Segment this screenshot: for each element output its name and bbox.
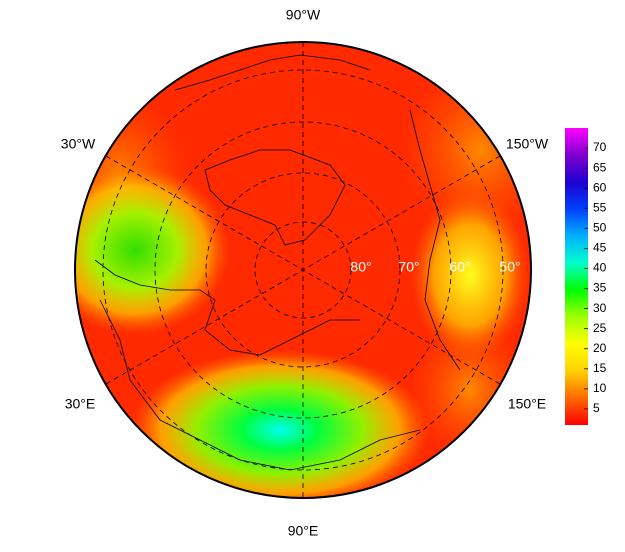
colorbar-tick-label: 35 [593, 281, 607, 295]
field [75, 42, 531, 498]
colorbar-tick-label: 70 [593, 140, 607, 154]
latitude-label: 70° [398, 259, 419, 275]
longitude-label: 90°W [286, 7, 321, 23]
colorbar-tick-label: 55 [593, 200, 607, 214]
coastlines [94, 54, 461, 471]
colorbar-scale [565, 128, 588, 425]
map-border [74, 41, 532, 499]
longitude-label: 30°E [65, 396, 96, 412]
latitude-label: 50° [499, 259, 520, 275]
longitude-label: 30°W [61, 136, 96, 152]
colorbar-tick-label: 30 [593, 301, 607, 315]
longitude-label: 90°E [288, 523, 319, 539]
colorbar-tick-label: 45 [593, 241, 607, 255]
graticule [102, 42, 504, 498]
latitude-label: 80° [350, 259, 371, 275]
colorbar-tick-label: 5 [593, 401, 600, 415]
longitude-label: 150°E [508, 396, 546, 412]
colorbar-tick-label: 65 [593, 160, 607, 174]
colorbar-tick-label: 60 [593, 180, 607, 194]
colorbar-tick-label: 15 [593, 361, 607, 375]
colorbar-tick-label: 20 [593, 341, 607, 355]
longitude-label: 150°W [506, 136, 549, 152]
colorbar: 5 10 15 20 25 30 35 40 45 50 55 60 65 70 [565, 128, 607, 425]
colorbar-tick-label: 25 [593, 321, 607, 335]
colorbar-tick-label: 40 [593, 261, 607, 275]
latitude-label: 60° [449, 259, 470, 275]
colorbar-tick-label: 10 [593, 381, 607, 395]
colorbar-tick-label: 50 [593, 221, 607, 235]
